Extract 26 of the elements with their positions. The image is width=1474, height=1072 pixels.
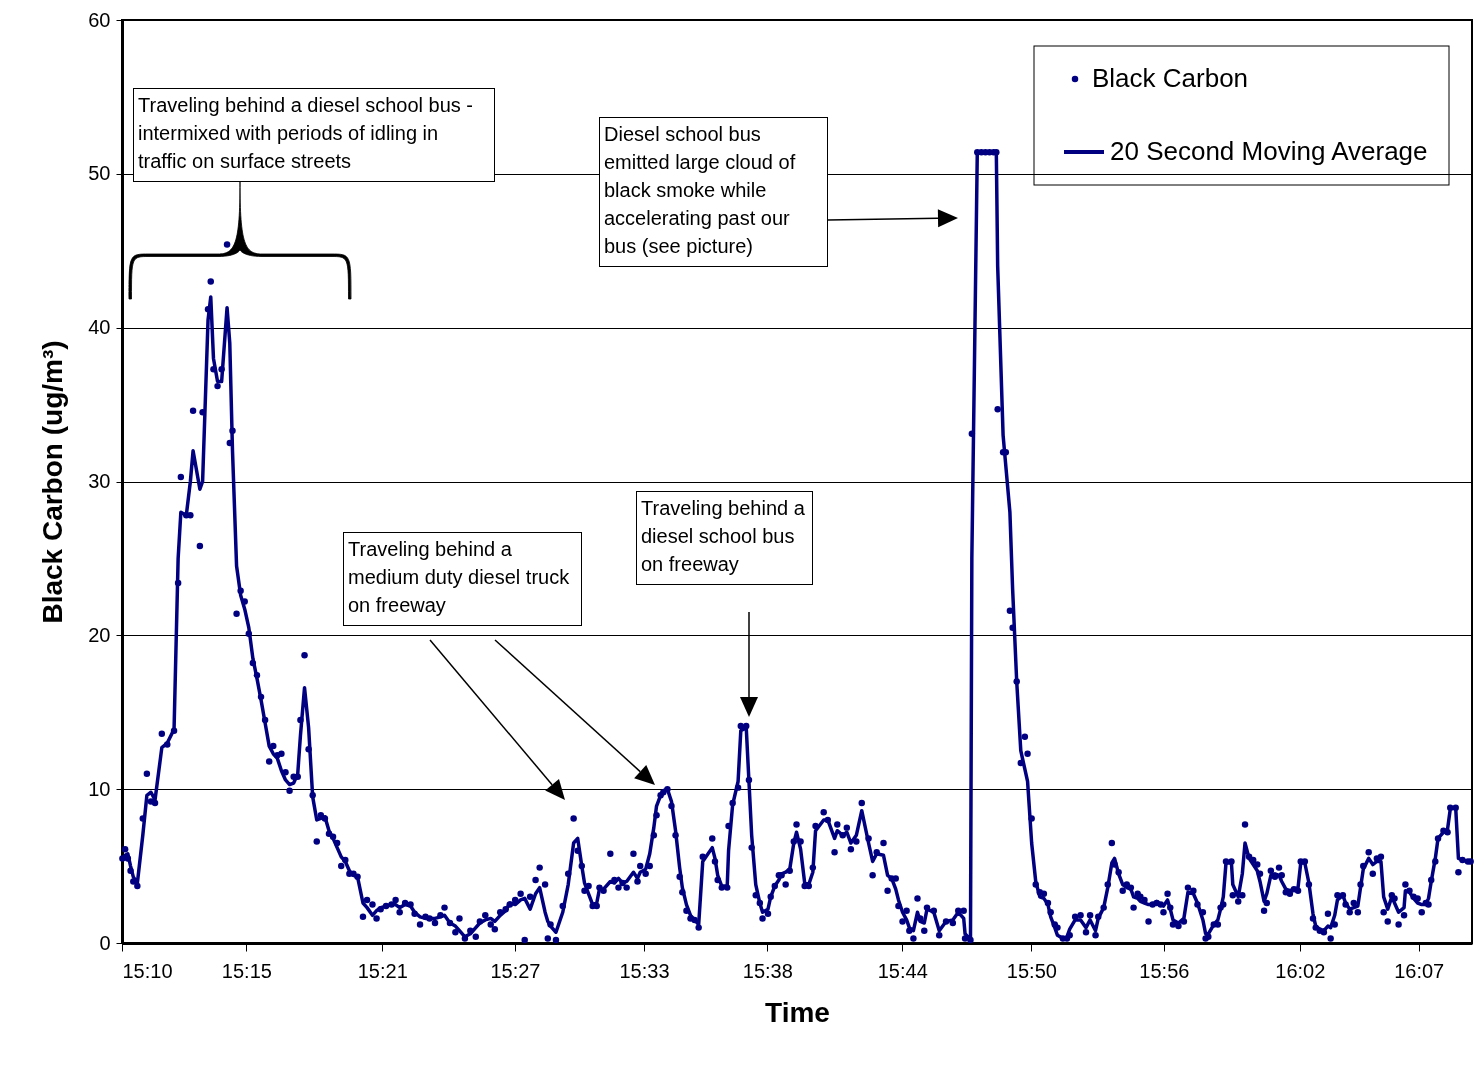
x-axis-title: Time [765, 996, 830, 1028]
x-tick-label: 16:02 [1275, 959, 1326, 982]
y-tick-label: 0 [99, 931, 111, 954]
legend-label: Black Carbon [1092, 63, 1249, 93]
x-tick-label: 15:38 [742, 959, 793, 982]
legend-label: 20 Second Moving Average [1110, 136, 1428, 166]
y-tick-label: 40 [88, 316, 111, 339]
x-tick-label: 16:07 [1394, 959, 1445, 982]
x-tick-label: 15:44 [877, 959, 928, 982]
y-tick-label: 20 [88, 623, 111, 646]
annotation: Diesel school bus emitted large cloud of black smoke while accelerating past our bus (see picture) [599, 117, 828, 267]
x-tick-label: 15:50 [1006, 959, 1057, 982]
annotation: Traveling behind a medium duty diesel truck on freeway [343, 532, 582, 626]
x-tick-label: 15:56 [1139, 959, 1190, 982]
x-tick-label: 15:33 [619, 959, 670, 982]
annotation: Traveling behind a diesel school bus on freeway [636, 491, 813, 585]
x-tick-label: 15:21 [357, 959, 408, 982]
y-tick-label: 30 [88, 470, 111, 492]
y-tick-label: 60 [88, 8, 111, 31]
x-tick-label: 15:10 [122, 959, 173, 982]
y-tick-label: 50 [88, 162, 111, 185]
y-axis-title: Black Carbon (ug/m³) [37, 340, 69, 624]
y-tick-label: 10 [88, 777, 111, 800]
x-tick-label: 15:27 [490, 959, 541, 982]
annotation: Traveling behind a diesel school bus - intermixed with periods of idling in traffic on surface streets [133, 88, 495, 182]
x-tick-label: 15:15 [221, 959, 272, 982]
